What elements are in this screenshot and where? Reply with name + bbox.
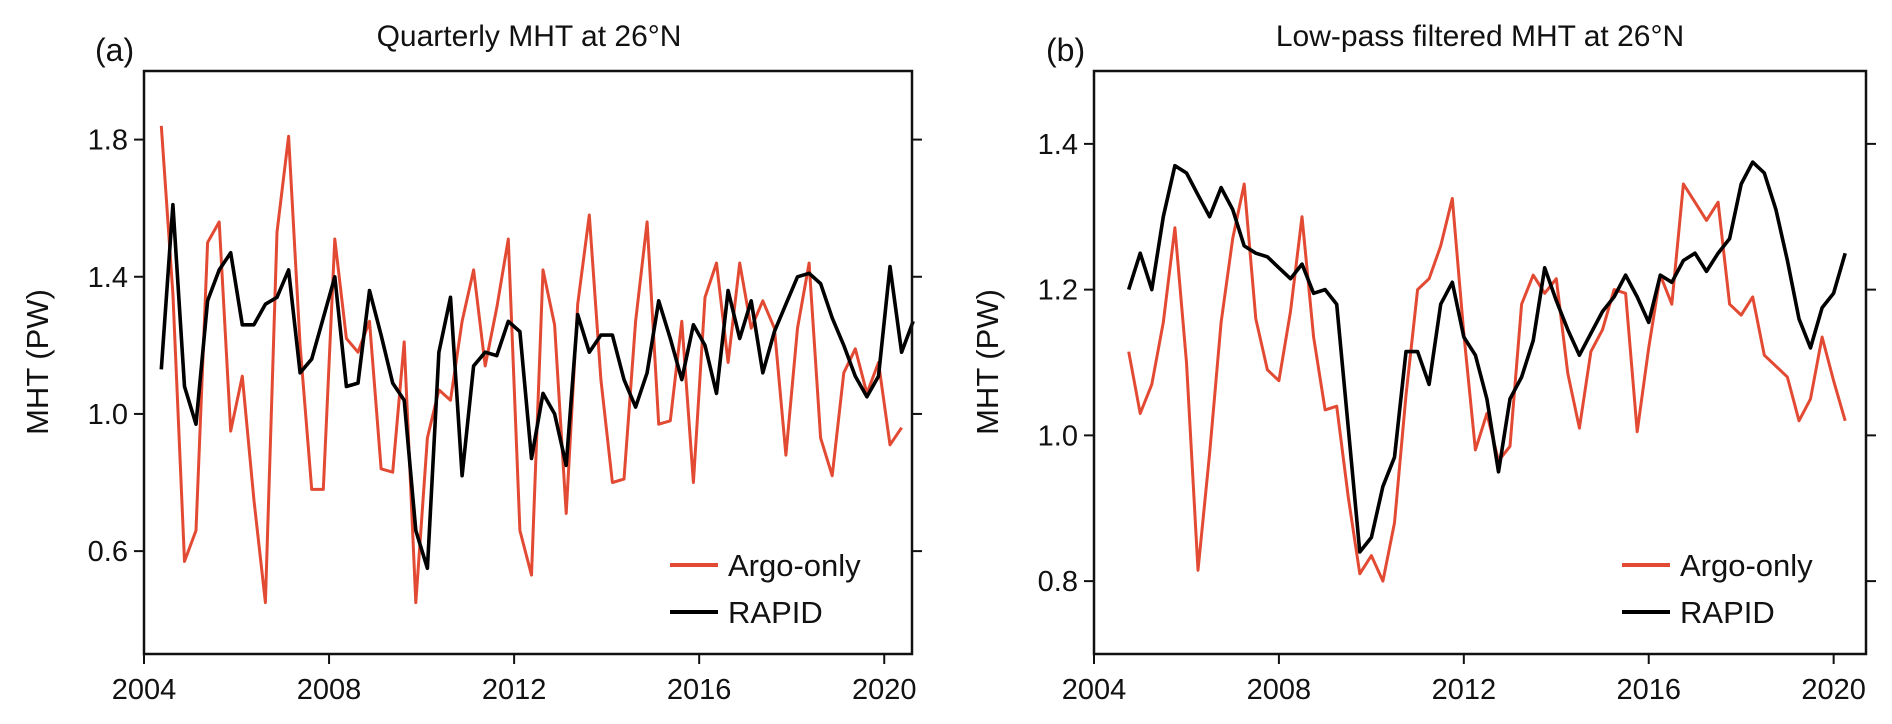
panel-a: (a) Quarterly MHT at 26°N MHT (PW) 2004 2… bbox=[20, 20, 922, 706]
x-tick-label: 2008 bbox=[297, 674, 362, 706]
x-tick-label: 2020 bbox=[1801, 674, 1866, 706]
panel-a-ticks: 2004 2008 2012 2016 2020 0.6 1.0 1.4 1.8 bbox=[88, 125, 922, 706]
legend-label-rapid: RAPID bbox=[728, 595, 823, 630]
panel-b-ticks: 2004 2008 2012 2016 2020 0.8 1.0 1.2 1.4 bbox=[1038, 129, 1876, 706]
y-tick-label: 1.2 bbox=[1038, 275, 1078, 307]
series-line-rapid bbox=[1126, 160, 1847, 554]
y-tick-label: 1.4 bbox=[88, 262, 128, 294]
x-tick-label: 2016 bbox=[1616, 674, 1681, 706]
series-line-rapid bbox=[159, 202, 915, 571]
panel-a-ylabel: MHT (PW) bbox=[20, 289, 55, 435]
x-tick-label: 2020 bbox=[852, 674, 917, 706]
y-tick-label: 1.8 bbox=[88, 125, 128, 157]
y-tick-label: 0.6 bbox=[88, 536, 128, 568]
y-tick-label: 0.8 bbox=[1038, 566, 1078, 598]
x-tick-label: 2004 bbox=[1062, 674, 1127, 706]
panel-b-legend: Argo-only RAPID bbox=[1622, 548, 1813, 630]
panel-a-legend: Argo-only RAPID bbox=[670, 548, 861, 630]
series-line-argo-only bbox=[159, 125, 903, 605]
panel-a-axes-frame bbox=[142, 69, 914, 656]
panel-b-title: Low-pass filtered MHT at 26°N bbox=[1276, 20, 1684, 53]
panel-a-title: Quarterly MHT at 26°N bbox=[377, 20, 682, 53]
legend-label-rapid: RAPID bbox=[1680, 595, 1775, 630]
legend-label-argo-only: Argo-only bbox=[1680, 548, 1813, 583]
panel-b-label: (b) bbox=[1046, 32, 1085, 68]
panel-b-series bbox=[1126, 160, 1847, 583]
panel-a-label: (a) bbox=[95, 32, 134, 68]
panel-b-ylabel: MHT (PW) bbox=[970, 289, 1005, 435]
panel-b: (b) Low-pass filtered MHT at 26°N MHT (P… bbox=[970, 20, 1876, 706]
x-tick-label: 2012 bbox=[482, 674, 547, 706]
series-line-argo-only bbox=[1127, 182, 1847, 583]
x-tick-label: 2016 bbox=[667, 674, 732, 706]
y-tick-label: 1.4 bbox=[1038, 129, 1078, 161]
x-tick-label: 2004 bbox=[112, 674, 177, 706]
panel-a-series bbox=[159, 125, 915, 605]
y-tick-label: 1.0 bbox=[88, 399, 128, 431]
x-tick-label: 2008 bbox=[1247, 674, 1312, 706]
x-tick-label: 2012 bbox=[1432, 674, 1497, 706]
panel-b-axes-frame bbox=[1092, 69, 1868, 656]
legend-label-argo-only: Argo-only bbox=[728, 548, 861, 583]
y-tick-label: 1.0 bbox=[1038, 420, 1078, 452]
